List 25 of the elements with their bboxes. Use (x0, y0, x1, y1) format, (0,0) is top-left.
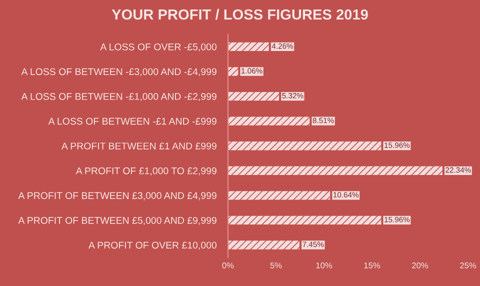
x-tick-label: 25% (460, 262, 476, 268)
x-tick-label: 20% (412, 262, 428, 268)
bar (228, 142, 382, 150)
bar (228, 166, 442, 175)
x-tick-label: 0% (222, 262, 234, 268)
bar (228, 216, 382, 225)
bar (228, 116, 310, 126)
y-tick-label: A PROFIT BETWEEN £1 AND £999 (61, 142, 216, 150)
x-tick-label: 15% (364, 262, 380, 268)
y-tick-label: A LOSS OF BETWEEN -£3,000 AND -£4,999 (21, 68, 216, 76)
x-tick-label: 5% (270, 262, 282, 268)
bar (228, 191, 330, 200)
y-tick-label: A PROFIT OF BETWEEN £5,000 AND £9,999 (18, 216, 216, 225)
y-tick-label: A LOSS OF BETWEEN -£1,000 AND -£2,999 (21, 93, 216, 102)
y-tick-label: A LOSS OF BETWEEN -£1 AND -£999 (48, 118, 216, 125)
chart-title: YOUR PROFIT / LOSS FIGURES 2019 (112, 8, 368, 20)
bar (228, 92, 280, 101)
y-tick-label: A PROFIT OF £1,000 TO £2,999 (76, 167, 216, 176)
bar (228, 240, 300, 250)
bar (228, 42, 269, 52)
y-tick-label: A PROFIT OF OVER £10,000 (88, 242, 217, 250)
bar (228, 67, 238, 76)
x-tick-label: 10% (316, 262, 332, 268)
y-tick-label: A LOSS OF OVER -£5,000 (100, 43, 217, 52)
y-tick-label: A PROFIT OF BETWEEN £3,000 AND £4,999 (18, 192, 216, 200)
